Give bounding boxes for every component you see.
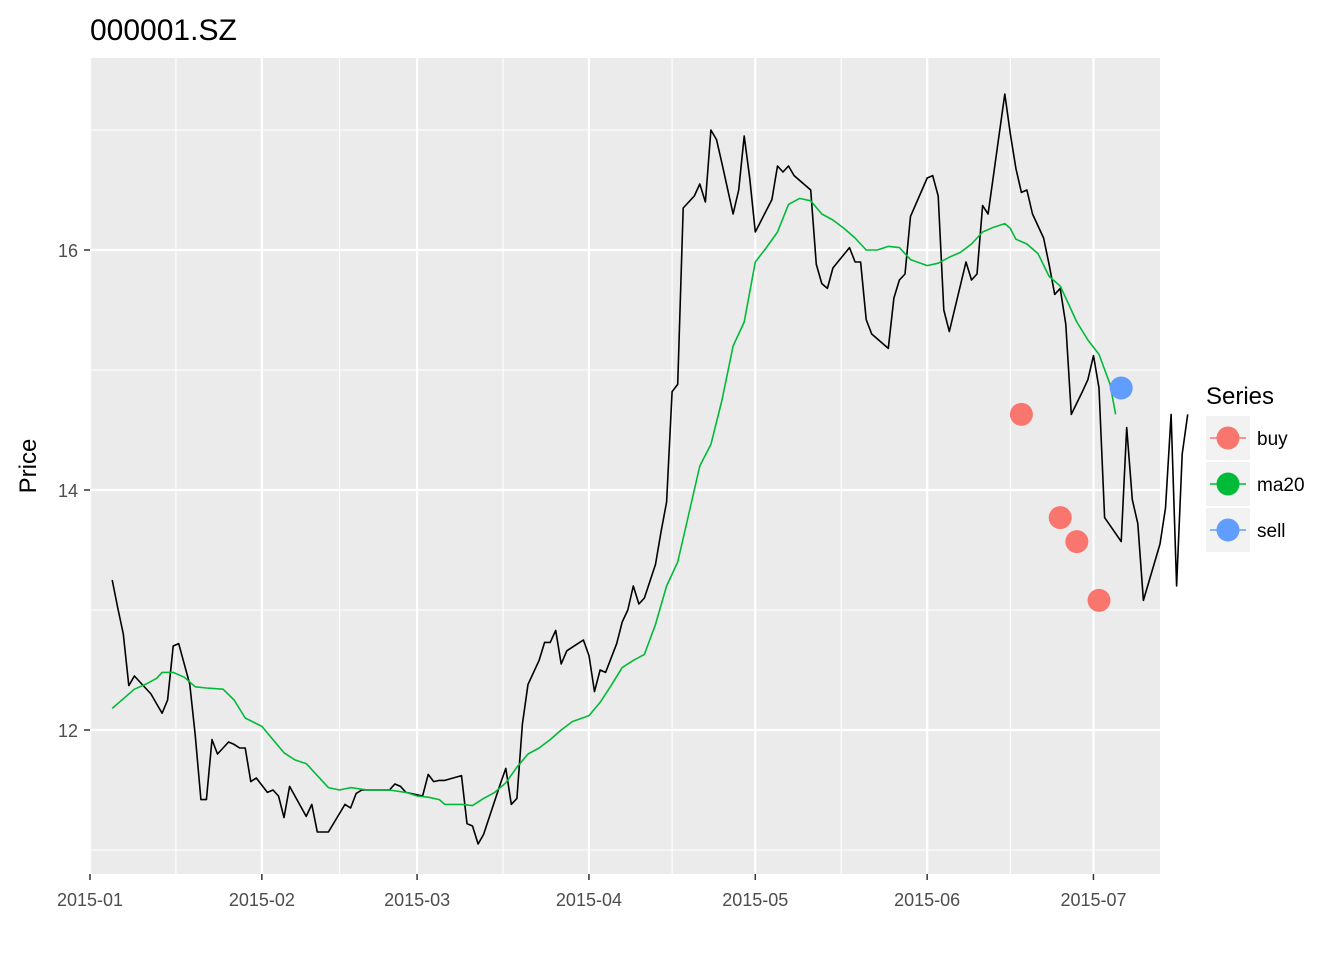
legend-entry-ma20: ma20: [1206, 462, 1305, 506]
y-axis-label: Price: [15, 439, 42, 494]
x-tick-label: 2015-03: [384, 890, 450, 910]
legend-entry-buy: buy: [1206, 416, 1288, 460]
axes: 2015-01 2015-02 2015-03 2015-04 2015-05 2015-…: [57, 241, 1127, 910]
legend-entries: buy ma20 sell: [1206, 416, 1305, 552]
chart-title: 000001.SZ: [90, 14, 237, 47]
buy-point: [1087, 588, 1111, 612]
y-tick-label: 14: [58, 481, 78, 501]
legend-key-point: [1216, 472, 1240, 496]
y-tick-label: 12: [58, 721, 78, 741]
legend-label: sell: [1257, 521, 1286, 542]
x-tick-label: 2015-02: [229, 890, 295, 910]
series-layer: [111, 93, 1189, 845]
legend: Series buy ma20 sell: [1206, 383, 1305, 552]
buy-point: [1009, 402, 1033, 426]
minor-gridlines: [90, 58, 1160, 874]
x-tick-label: 2015-07: [1060, 890, 1126, 910]
legend-entry-sell: sell: [1206, 508, 1286, 552]
buy-point: [1048, 506, 1072, 530]
legend-key-point: [1216, 426, 1240, 450]
x-tick-label: 2015-01: [57, 890, 123, 910]
price-line: [111, 93, 1189, 845]
x-tick-label: 2015-06: [894, 890, 960, 910]
major-gridlines: [88, 58, 1160, 874]
x-tick-label: 2015-04: [556, 890, 622, 910]
sell-point: [1109, 376, 1133, 400]
x-tick-label: 2015-05: [722, 890, 788, 910]
legend-title: Series: [1206, 383, 1274, 410]
legend-label: ma20: [1257, 475, 1305, 496]
ma20-line: [111, 197, 1117, 807]
legend-label: buy: [1257, 429, 1288, 450]
y-tick-label: 16: [58, 241, 78, 261]
legend-key-point: [1216, 518, 1240, 542]
plot-panel: [90, 58, 1160, 874]
buy-point: [1065, 530, 1089, 554]
